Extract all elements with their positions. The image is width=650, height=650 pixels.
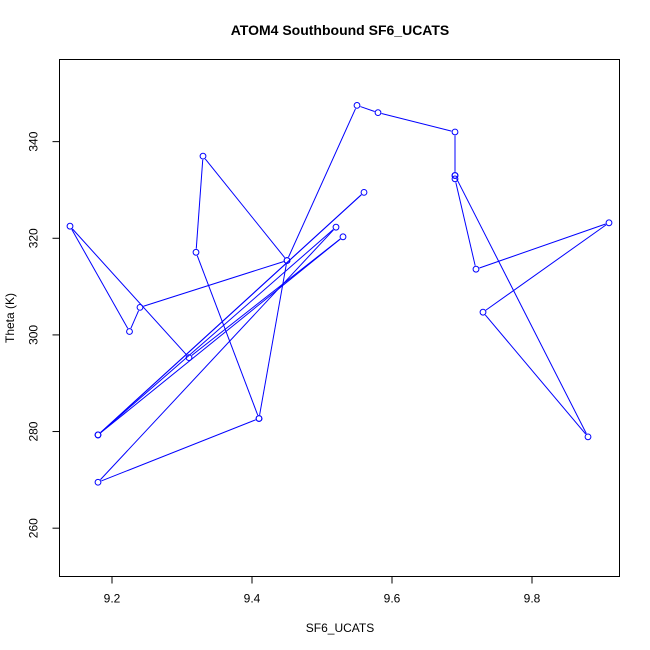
data-point — [451, 175, 459, 183]
series-segment — [195, 159, 204, 249]
data-point — [192, 248, 200, 256]
data-point — [374, 109, 382, 117]
data-point — [339, 233, 347, 241]
data-point — [126, 328, 133, 335]
series-segment — [101, 419, 256, 482]
x-tick-label: 9.6 — [384, 592, 401, 606]
y-tick-label: 300 — [27, 325, 41, 345]
data-point — [360, 188, 368, 196]
data-point — [472, 265, 480, 273]
series-segment — [72, 228, 187, 356]
series-segment — [456, 178, 587, 434]
y-tick-label: 340 — [27, 131, 41, 151]
x-tick-label: 9.4 — [244, 592, 261, 606]
series-segment — [381, 113, 452, 132]
y-tick-label: 260 — [27, 518, 41, 538]
series-segment — [130, 310, 140, 329]
series-segment — [485, 224, 607, 311]
data-point — [584, 433, 592, 441]
y-tick-label: 320 — [27, 228, 41, 248]
series-segment — [259, 263, 287, 416]
series-segment — [204, 158, 286, 259]
data-point — [605, 219, 613, 227]
series-segment — [100, 229, 334, 480]
series-layer — [66, 102, 613, 486]
series-segment — [100, 238, 341, 434]
data-point — [185, 354, 193, 362]
series-segment — [484, 314, 587, 435]
data-point — [283, 257, 291, 264]
data-point — [332, 223, 340, 231]
series-segment — [288, 108, 356, 258]
series-segment — [100, 229, 334, 433]
chart-title: ATOM4 Southbound SF6_UCATS — [231, 22, 450, 38]
x-tick-label: 9.2 — [104, 592, 121, 606]
series-segment — [100, 194, 362, 433]
data-point — [451, 128, 459, 136]
x-tick-label: 9.8 — [524, 592, 541, 606]
data-point — [451, 172, 459, 179]
series-segment — [191, 238, 341, 356]
series-segment — [71, 229, 129, 329]
data-point — [136, 303, 144, 311]
data-point — [199, 152, 207, 160]
x-axis-label: SF6_UCATS — [306, 621, 374, 635]
y-tick-label: 280 — [27, 421, 41, 441]
data-point — [479, 308, 487, 316]
data-point — [94, 431, 102, 439]
plot-frame — [59, 59, 620, 577]
series-segment — [479, 223, 606, 269]
data-point — [94, 478, 102, 486]
series-segment — [360, 106, 375, 112]
series-segment — [455, 182, 476, 266]
data-point — [353, 102, 361, 109]
series-segment — [196, 255, 259, 416]
x-axis: 9.2 9.4 9.6 9.8 — [104, 576, 541, 606]
y-axis: 260 280 300 320 340 — [27, 131, 60, 538]
data-point — [255, 415, 263, 422]
y-axis-label: Theta (K) — [3, 293, 17, 343]
data-point — [66, 222, 74, 230]
series-segment — [143, 261, 284, 307]
